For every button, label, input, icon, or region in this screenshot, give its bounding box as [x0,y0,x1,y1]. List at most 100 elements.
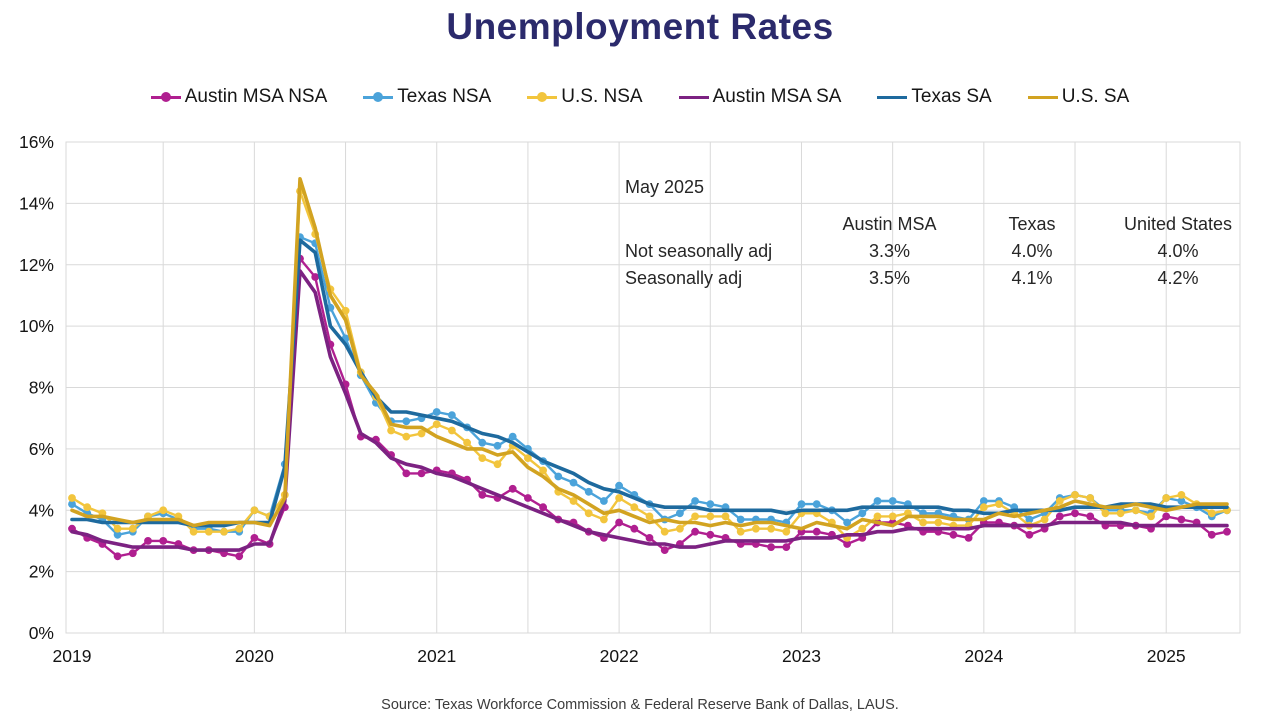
data-point-marker [524,454,532,462]
data-point-marker [1101,509,1110,518]
series-line-u-s-sa [70,177,1229,531]
data-point-marker [706,512,715,521]
data-point-marker [812,500,821,508]
data-point-marker [1207,509,1216,518]
data-point-marker [1223,527,1231,536]
data-point-marker [767,524,775,533]
source-note: Source: Texas Workforce Commission & Fed… [381,697,899,713]
series-line-austin-msa-sa [70,269,1229,552]
data-point-marker [843,540,851,548]
y-axis-tick-label: 8% [29,378,54,398]
data-point-marker [1071,491,1079,499]
legend-item-u-s-nsa: U.S. NSA [527,86,643,108]
data-point-marker [812,527,821,536]
data-point-marker [584,487,593,496]
data-point-marker [478,491,487,499]
data-point-marker [888,497,897,505]
data-point-marker [1071,509,1079,518]
data-point-marker [68,500,76,508]
series-line-texas-sa [70,238,1229,528]
data-point-marker [1207,530,1216,539]
data-point-marker [736,527,745,536]
data-point-marker [493,441,502,450]
column-header-us: United States [1123,214,1233,234]
legend-line-swatch [877,92,908,102]
data-point-marker [402,469,411,478]
data-point-marker [1116,509,1125,518]
data-point-marker [159,537,168,545]
data-point-marker [1162,512,1171,521]
data-point-marker [220,527,228,536]
data-point-marker [235,524,244,533]
x-axis-tick-label: 2019 [53,646,92,666]
data-point-marker [873,497,882,505]
data-point-marker [873,512,882,521]
table-corner-cell [625,213,817,236]
data-point-marker [417,469,426,478]
data-point-marker [615,481,623,490]
data-point-marker [448,411,456,419]
data-point-marker [645,534,654,542]
row-label-nsa: Not seasonally adj [625,241,773,261]
legend-label: U.S. SA [1061,86,1130,107]
data-point-marker [539,503,547,512]
data-point-marker [858,509,867,518]
data-point-marker [691,527,699,536]
plot-border [65,141,1241,634]
y-axis-tick-label: 0% [29,623,54,643]
data-point-marker [311,273,320,281]
data-point-marker [1177,491,1186,499]
data-point-marker [979,497,988,505]
y-axis-tick-label: 14% [19,193,54,213]
data-point-marker [676,509,684,518]
data-point-marker [615,494,623,502]
data-point-marker [706,530,715,539]
data-point-marker [204,527,213,536]
legend-item-texas-sa: Texas SA [877,86,992,108]
data-point-marker [463,438,471,447]
data-point-marker [128,524,137,533]
y-axis-tick-label: 4% [29,500,54,520]
legend-label: Texas SA [911,86,992,107]
data-point-marker [1055,512,1064,521]
data-point-marker [235,552,244,561]
data-point-marker [1025,530,1034,539]
data-point-marker [508,484,517,493]
data-point-marker [1040,515,1049,524]
data-point-marker [691,512,699,521]
y-axis-tick-label: 12% [19,255,54,275]
chart-legend: Austin MSA NSA Texas NSA U.S. NSA Austin MS… [0,86,1280,108]
legend-label: U.S. NSA [561,86,643,107]
legend-item-texas-nsa: Texas NSA [363,86,491,108]
data-point-marker [387,426,395,435]
legend-item-u-s-sa: U.S. SA [1027,86,1130,108]
data-point-marker [478,438,487,447]
legend-line-dot-swatch [150,92,181,102]
data-point-marker [402,417,411,426]
data-point-marker [1131,506,1140,515]
data-point-marker [189,527,198,536]
data-point-marker [144,537,152,545]
data-point-marker [493,460,502,469]
x-axis-tick-label: 2022 [600,646,639,666]
x-axis-tick-label: 2025 [1147,646,1186,666]
data-point-marker [250,506,259,515]
value-sa-austin: 3.5% [868,268,911,288]
data-point-marker [1025,515,1034,524]
value-nsa-us: 4.0% [1157,241,1199,261]
data-point-marker [417,429,426,438]
y-axis-tick-label: 2% [29,562,54,582]
data-point-marker [858,524,867,533]
legend-label: Texas NSA [397,86,492,107]
legend-label: Austin MSA NSA [184,86,328,107]
value-sa-us: 4.2% [1157,268,1199,288]
data-point-marker [1162,494,1171,502]
data-point-marker [1055,497,1064,505]
data-point-marker [615,518,623,527]
data-point-marker [113,530,122,539]
x-axis-tick-label: 2021 [417,646,456,666]
data-point-marker [600,515,608,524]
legend-label: Austin MSA SA [712,86,842,107]
data-point-marker [721,512,730,521]
